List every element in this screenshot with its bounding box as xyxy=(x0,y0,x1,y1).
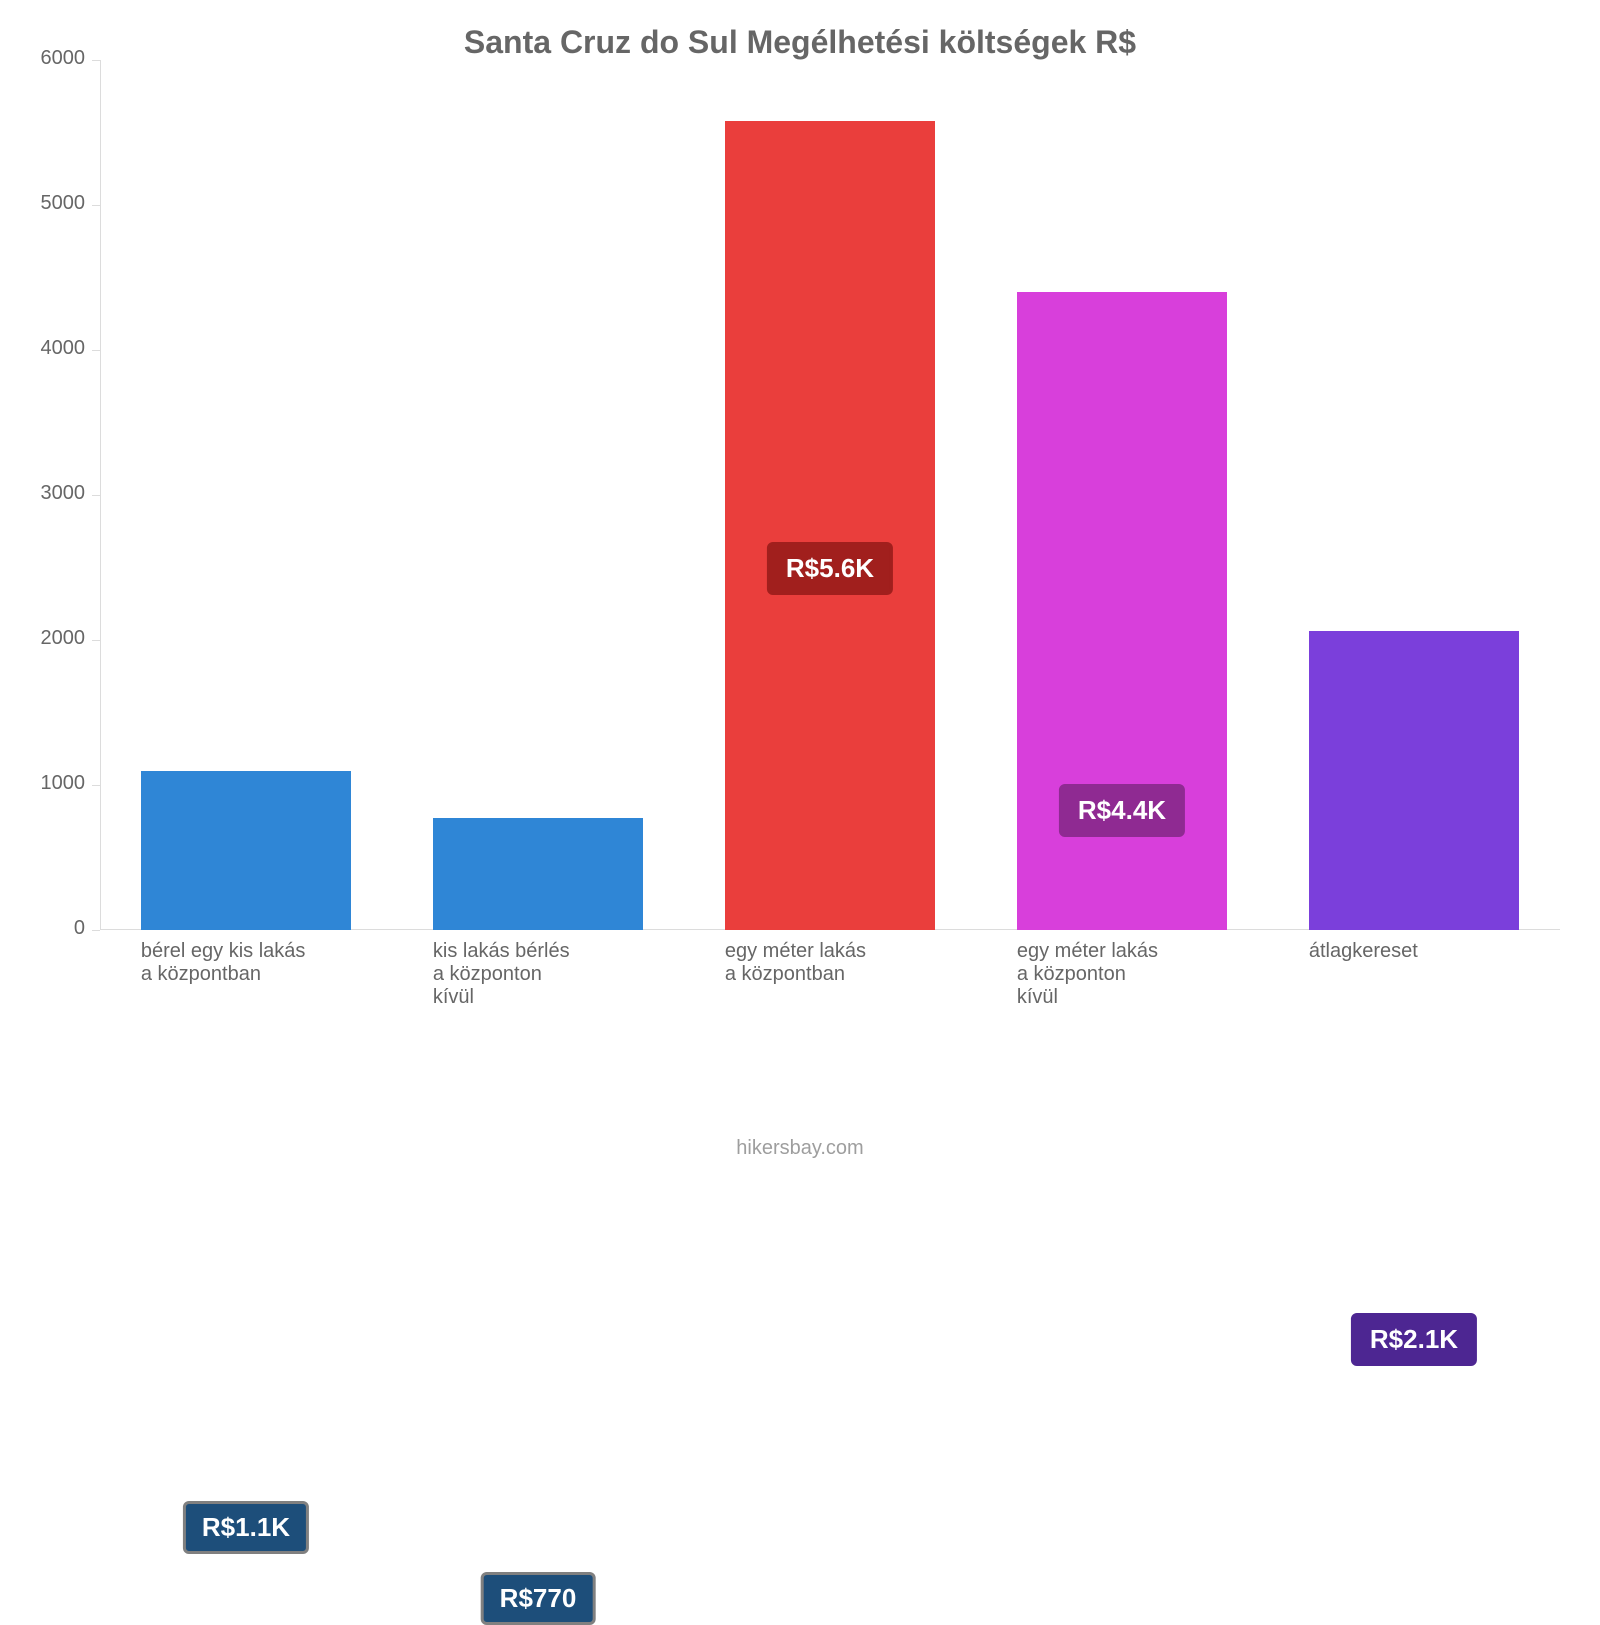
bar-slot: R$4.4K xyxy=(1017,292,1227,930)
bars-group: R$1.1K R$770 R$5.6K R$4.4K R$2.1K xyxy=(100,60,1560,930)
y-axis-tick-label: 4000 xyxy=(0,337,85,360)
y-axis-tick-label: 1000 xyxy=(0,772,85,795)
x-axis-category-label: egy méter lakás a központon kívül xyxy=(1017,940,1227,1009)
y-tick xyxy=(92,60,100,61)
bar-slot: R$1.1K xyxy=(141,771,351,931)
chart-plot-area: R$1.1K R$770 R$5.6K R$4.4K R$2.1K xyxy=(100,60,1560,930)
bar-slot: R$5.6K xyxy=(725,121,935,930)
y-axis-tick-label: 2000 xyxy=(0,627,85,650)
x-axis-category-label: átlagkereset xyxy=(1309,940,1519,1009)
chart-title: Santa Cruz do Sul Megélhetési költségek … xyxy=(0,24,1600,61)
y-tick xyxy=(92,640,100,641)
chart-container: Santa Cruz do Sul Megélhetési költségek … xyxy=(0,0,1600,1200)
y-tick xyxy=(92,930,100,931)
bar-value-label: R$770 xyxy=(481,1572,596,1625)
x-axis-category-label: egy méter lakás a központban xyxy=(725,940,935,1009)
bar-value-label: R$1.1K xyxy=(183,1501,309,1554)
x-axis-labels: bérel egy kis lakás a központban kis laká… xyxy=(100,940,1560,1009)
y-tick xyxy=(92,205,100,206)
y-tick xyxy=(92,785,100,786)
bar-value-label: R$4.4K xyxy=(1059,784,1185,837)
bar-value-label: R$5.6K xyxy=(767,542,893,595)
y-axis-tick-label: 3000 xyxy=(0,482,85,505)
bar-slot: R$2.1K xyxy=(1309,631,1519,930)
y-tick xyxy=(92,495,100,496)
y-axis-tick-label: 6000 xyxy=(0,47,85,70)
bar-value-label: R$2.1K xyxy=(1351,1313,1477,1366)
bar xyxy=(433,818,643,930)
bar xyxy=(141,771,351,931)
chart-attribution: hikersbay.com xyxy=(0,1137,1600,1160)
x-axis-category-label: bérel egy kis lakás a központban xyxy=(141,940,351,1009)
bar xyxy=(725,121,935,930)
bar xyxy=(1309,631,1519,930)
y-axis-tick-label: 0 xyxy=(0,917,85,940)
x-axis-category-label: kis lakás bérlés a központon kívül xyxy=(433,940,643,1009)
y-tick xyxy=(92,350,100,351)
y-axis-tick-label: 5000 xyxy=(0,192,85,215)
bar-slot: R$770 xyxy=(433,818,643,930)
